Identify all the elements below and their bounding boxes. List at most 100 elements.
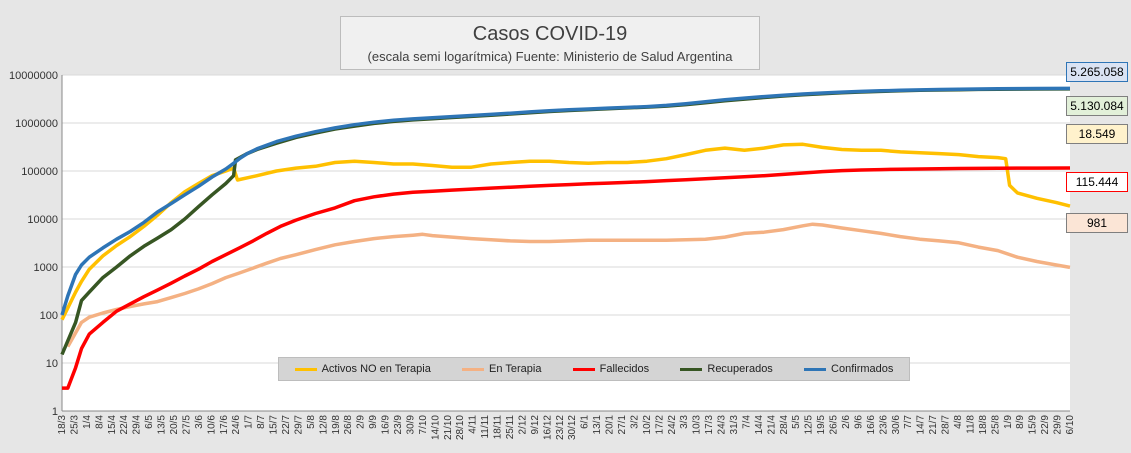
x-tick-label: 11/8 bbox=[965, 415, 976, 434]
legend-swatch bbox=[572, 367, 595, 371]
x-tick-label: 5/8 bbox=[306, 415, 317, 429]
x-tick-label: 26/5 bbox=[829, 415, 840, 435]
y-tick-label: 10000 bbox=[27, 214, 58, 226]
x-tick-label: 3/2 bbox=[629, 415, 640, 429]
x-tick-label: 29/9 bbox=[1053, 415, 1064, 435]
legend-item-terapia: En Terapia bbox=[462, 363, 541, 375]
x-tick-label: 31/3 bbox=[729, 415, 740, 435]
legend-label: Activos NO en Terapia bbox=[321, 363, 431, 375]
x-tick-label: 30/6 bbox=[891, 415, 902, 435]
legend-item-confirmados: Confirmados bbox=[804, 363, 893, 375]
plot-area bbox=[62, 75, 1070, 411]
legend-swatch bbox=[680, 367, 703, 371]
y-axis: 1 10 100 1000 10000 100000 1000000 10000000 bbox=[9, 70, 63, 418]
x-tick-label: 13/1 bbox=[592, 415, 603, 435]
x-tick-label: 14/4 bbox=[754, 415, 765, 435]
x-tick-label: 18/11 bbox=[493, 415, 504, 440]
x-tick-label: 28/7 bbox=[941, 415, 952, 435]
x-tick-label: 21/10 bbox=[443, 415, 454, 440]
legend-label: Recuperados bbox=[707, 363, 773, 375]
legend-item-recuperados: Recuperados bbox=[680, 363, 773, 375]
x-tick-label: 3/6 bbox=[194, 415, 205, 429]
x-tick-label: 16/12 bbox=[542, 415, 553, 440]
x-tick-label: 17/2 bbox=[654, 415, 665, 435]
x-tick-label: 28/4 bbox=[779, 415, 790, 435]
x-tick-label: 19/5 bbox=[816, 415, 827, 435]
x-tick-label: 14/7 bbox=[916, 415, 927, 435]
x-tick-label: 30/9 bbox=[405, 415, 416, 435]
x-tick-label: 13/5 bbox=[157, 415, 168, 435]
x-tick-label: 4/8 bbox=[953, 415, 964, 429]
x-tick-label: 16/9 bbox=[381, 415, 392, 435]
x-tick-label: 21/7 bbox=[928, 415, 939, 435]
chart-subtitle: (escala semi logarítmica) Fuente: Minist… bbox=[367, 49, 733, 64]
x-tick-label: 1/4 bbox=[82, 415, 93, 429]
x-tick-label: 27/1 bbox=[617, 415, 628, 435]
x-tick-label: 2/9 bbox=[356, 415, 367, 429]
legend-label: Confirmados bbox=[831, 363, 894, 375]
x-tick-label: 3/3 bbox=[679, 415, 690, 429]
x-tick-label: 18/3 bbox=[57, 415, 68, 435]
end-label-terapia: 981 bbox=[1066, 213, 1128, 233]
x-tick-label: 7/4 bbox=[741, 415, 752, 429]
legend-item-activos: Activos NO en Terapia bbox=[294, 363, 431, 375]
x-tick-label: 24/2 bbox=[667, 415, 678, 435]
legend-swatch bbox=[294, 367, 317, 371]
end-label-activos: 18.549 bbox=[1066, 124, 1128, 144]
x-tick-label: 28/10 bbox=[455, 415, 466, 440]
x-tick-label: 4/11 bbox=[468, 415, 479, 434]
end-label-fallecidos: 115.444 bbox=[1066, 172, 1128, 192]
x-tick-label: 6/10 bbox=[1065, 415, 1076, 435]
x-tick-label: 1/9 bbox=[1003, 415, 1014, 429]
x-tick-label: 15/9 bbox=[1028, 415, 1039, 435]
x-tick-label: 21/4 bbox=[766, 415, 777, 435]
x-tick-label: 22/4 bbox=[119, 415, 130, 435]
x-tick-label: 16/6 bbox=[866, 415, 877, 435]
x-tick-label: 11/11 bbox=[480, 415, 491, 439]
x-tick-label: 27/5 bbox=[181, 415, 192, 435]
y-tick-label: 10000000 bbox=[9, 70, 58, 82]
x-tick-label: 15/7 bbox=[269, 415, 280, 435]
series-line-confirmados bbox=[60, 86, 1071, 316]
x-tick-label: 12/8 bbox=[318, 415, 329, 435]
x-tick-label: 26/8 bbox=[343, 415, 354, 435]
x-axis: 18/3 25/3 1/4 8/4 15/4 22/4 29/4 6/5 13/5 20/5 27/… bbox=[57, 410, 1076, 440]
y-tick-label: 1000000 bbox=[15, 118, 58, 130]
x-tick-label: 29/7 bbox=[293, 415, 304, 435]
x-tick-label: 2/6 bbox=[841, 415, 852, 429]
y-tick-label: 1000 bbox=[34, 262, 58, 274]
end-label-recuperados: 5.130.084 bbox=[1066, 96, 1128, 116]
series-lines bbox=[60, 86, 1071, 390]
x-tick-label: 7/10 bbox=[418, 415, 429, 435]
legend: Activos NO en Terapia En Terapia Falleci… bbox=[278, 357, 910, 381]
y-tick-label: 10 bbox=[46, 358, 58, 370]
x-tick-label: 20/5 bbox=[169, 415, 180, 435]
x-tick-label: 10/3 bbox=[692, 415, 703, 435]
x-tick-label: 5/5 bbox=[791, 415, 802, 429]
end-label-confirmados: 5.265.058 bbox=[1066, 62, 1128, 82]
x-tick-label: 20/1 bbox=[605, 415, 616, 435]
x-tick-label: 2/12 bbox=[517, 415, 528, 435]
x-tick-label: 24/6 bbox=[231, 415, 242, 435]
legend-label: Fallecidos bbox=[599, 363, 650, 375]
x-tick-label: 23/12 bbox=[555, 415, 566, 440]
x-tick-label: 19/8 bbox=[331, 415, 342, 435]
x-tick-label: 25/3 bbox=[69, 415, 80, 435]
legend-label: En Terapia bbox=[489, 363, 542, 375]
x-tick-label: 17/3 bbox=[704, 415, 715, 435]
x-tick-label: 7/7 bbox=[903, 415, 914, 429]
y-tick-label: 100 bbox=[40, 310, 58, 322]
series-line-fallecidos bbox=[62, 166, 1071, 390]
x-tick-label: 8/4 bbox=[94, 415, 105, 429]
x-tick-label: 18/8 bbox=[978, 415, 989, 435]
x-tick-label: 30/12 bbox=[567, 415, 578, 440]
x-tick-label: 23/9 bbox=[393, 415, 404, 435]
x-tick-label: 6/5 bbox=[144, 415, 155, 429]
series-line-activos-no-en-terapia bbox=[60, 142, 1071, 321]
x-tick-label: 22/9 bbox=[1040, 415, 1051, 435]
x-tick-label: 17/6 bbox=[219, 415, 230, 435]
x-tick-label: 6/1 bbox=[580, 415, 591, 429]
x-tick-label: 9/6 bbox=[853, 415, 864, 429]
x-tick-label: 9/9 bbox=[368, 415, 379, 429]
x-tick-label: 14/10 bbox=[430, 415, 441, 440]
